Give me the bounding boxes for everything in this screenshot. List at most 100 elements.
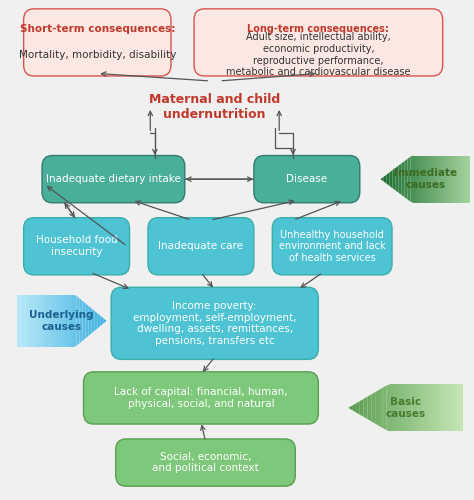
Text: Social, economic,
and political context: Social, economic, and political context bbox=[152, 452, 259, 473]
Polygon shape bbox=[392, 168, 395, 190]
Polygon shape bbox=[449, 156, 452, 203]
Polygon shape bbox=[428, 156, 431, 203]
Polygon shape bbox=[448, 384, 452, 432]
Text: Lack of capital: financial, human,
physical, social, and natural: Lack of capital: financial, human, physi… bbox=[114, 387, 288, 408]
Polygon shape bbox=[398, 384, 402, 432]
Polygon shape bbox=[425, 156, 428, 203]
Polygon shape bbox=[399, 164, 401, 195]
Polygon shape bbox=[98, 314, 100, 328]
Polygon shape bbox=[456, 156, 458, 203]
Polygon shape bbox=[80, 298, 82, 343]
Text: Mortality, morbidity, disability: Mortality, morbidity, disability bbox=[18, 50, 176, 60]
Text: Income poverty:
employment, self-employment,
dwelling, assets, remittances,
pens: Income poverty: employment, self-employm… bbox=[133, 301, 296, 346]
Polygon shape bbox=[29, 294, 32, 347]
Polygon shape bbox=[438, 156, 440, 203]
Polygon shape bbox=[381, 177, 383, 182]
Polygon shape bbox=[402, 384, 406, 432]
Polygon shape bbox=[408, 156, 410, 202]
Polygon shape bbox=[32, 294, 35, 347]
Polygon shape bbox=[64, 294, 68, 347]
Polygon shape bbox=[386, 172, 390, 186]
FancyBboxPatch shape bbox=[42, 156, 185, 203]
Text: Household food
insecurity: Household food insecurity bbox=[36, 236, 118, 257]
Polygon shape bbox=[440, 156, 443, 203]
Polygon shape bbox=[440, 384, 444, 432]
Polygon shape bbox=[356, 401, 360, 414]
Polygon shape bbox=[431, 156, 434, 203]
Polygon shape bbox=[391, 384, 394, 432]
Text: Long-term consequences:: Long-term consequences: bbox=[247, 24, 389, 34]
Polygon shape bbox=[89, 306, 91, 336]
Polygon shape bbox=[23, 294, 26, 347]
Polygon shape bbox=[364, 396, 367, 419]
Polygon shape bbox=[50, 294, 53, 347]
Polygon shape bbox=[447, 156, 449, 203]
Text: Underlying
causes: Underlying causes bbox=[29, 310, 94, 332]
Text: Short-term consequences:: Short-term consequences: bbox=[19, 24, 175, 34]
Polygon shape bbox=[395, 166, 399, 192]
Polygon shape bbox=[444, 384, 448, 432]
Polygon shape bbox=[100, 316, 103, 326]
Polygon shape bbox=[367, 394, 371, 421]
Polygon shape bbox=[59, 294, 62, 347]
Polygon shape bbox=[452, 384, 456, 432]
Text: Disease: Disease bbox=[286, 174, 328, 184]
Polygon shape bbox=[401, 161, 404, 197]
Polygon shape bbox=[71, 294, 73, 347]
Polygon shape bbox=[86, 304, 89, 338]
Text: Unhealthy household
environment and lack
of health services: Unhealthy household environment and lack… bbox=[279, 230, 385, 263]
Polygon shape bbox=[55, 294, 59, 347]
Polygon shape bbox=[73, 294, 77, 347]
Text: Adult size, intellectual ability,
economic productivity,
reproductive performanc: Adult size, intellectual ability, econom… bbox=[226, 32, 410, 77]
Polygon shape bbox=[91, 308, 94, 334]
Polygon shape bbox=[458, 156, 461, 203]
Polygon shape bbox=[375, 390, 379, 426]
FancyBboxPatch shape bbox=[24, 9, 171, 76]
FancyBboxPatch shape bbox=[254, 156, 360, 203]
Polygon shape bbox=[394, 384, 398, 432]
Polygon shape bbox=[17, 294, 20, 347]
Polygon shape bbox=[443, 156, 447, 203]
Text: Basic
causes: Basic causes bbox=[386, 397, 426, 418]
Polygon shape bbox=[465, 156, 467, 203]
Polygon shape bbox=[429, 384, 433, 432]
Polygon shape bbox=[68, 294, 71, 347]
Text: Inadequate care: Inadequate care bbox=[158, 242, 244, 252]
Polygon shape bbox=[413, 156, 417, 203]
Polygon shape bbox=[460, 384, 464, 432]
Polygon shape bbox=[103, 318, 107, 324]
Polygon shape bbox=[383, 386, 387, 430]
Polygon shape bbox=[421, 384, 425, 432]
Polygon shape bbox=[352, 404, 356, 412]
FancyBboxPatch shape bbox=[83, 372, 319, 424]
Polygon shape bbox=[410, 156, 413, 203]
Polygon shape bbox=[82, 301, 86, 341]
Polygon shape bbox=[37, 294, 41, 347]
Polygon shape bbox=[35, 294, 37, 347]
Polygon shape bbox=[348, 406, 352, 410]
Text: Immediate
causes: Immediate causes bbox=[394, 168, 457, 190]
Polygon shape bbox=[433, 384, 437, 432]
Polygon shape bbox=[419, 156, 422, 203]
Polygon shape bbox=[456, 384, 460, 432]
FancyBboxPatch shape bbox=[272, 218, 392, 275]
FancyBboxPatch shape bbox=[24, 218, 129, 275]
Polygon shape bbox=[46, 294, 50, 347]
FancyBboxPatch shape bbox=[148, 218, 254, 275]
Polygon shape bbox=[94, 311, 98, 331]
Polygon shape bbox=[360, 399, 364, 417]
Polygon shape bbox=[437, 384, 440, 432]
Polygon shape bbox=[467, 156, 470, 203]
Polygon shape bbox=[452, 156, 456, 203]
Polygon shape bbox=[387, 384, 391, 432]
Polygon shape bbox=[404, 159, 408, 200]
Polygon shape bbox=[434, 156, 438, 203]
Polygon shape bbox=[41, 294, 44, 347]
Polygon shape bbox=[53, 294, 55, 347]
Text: Maternal and child
undernutrition: Maternal and child undernutrition bbox=[149, 93, 280, 121]
Polygon shape bbox=[422, 156, 425, 203]
Polygon shape bbox=[413, 384, 417, 432]
Polygon shape bbox=[62, 294, 64, 347]
Polygon shape bbox=[425, 384, 429, 432]
Polygon shape bbox=[383, 174, 386, 184]
